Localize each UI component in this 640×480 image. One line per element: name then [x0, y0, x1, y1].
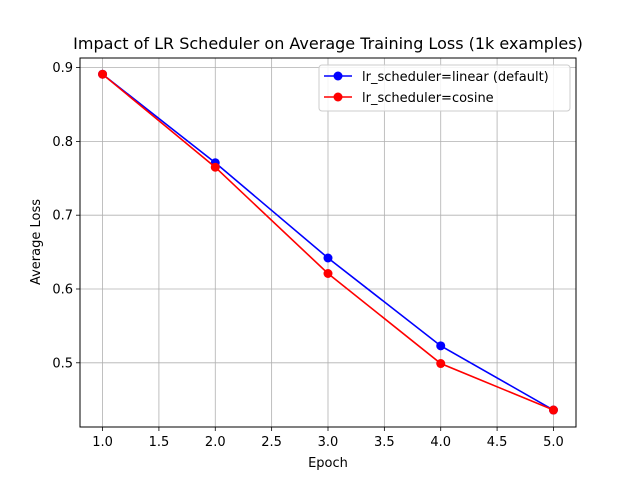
x-tick-label: 4.0: [430, 435, 451, 450]
y-tick-label: 0.9: [52, 61, 73, 76]
y-tick-label: 0.7: [52, 209, 73, 224]
series-layer: [98, 69, 558, 415]
y-tick-label: 0.6: [52, 282, 73, 297]
data-point-cosine: [548, 405, 558, 415]
x-tick-label: 5.0: [543, 435, 564, 450]
data-point-cosine: [436, 359, 446, 369]
y-axis-label: Average Loss: [29, 199, 44, 285]
data-point-linear: [323, 253, 333, 263]
data-point-cosine: [98, 69, 108, 79]
y-tick-label: 0.8: [52, 135, 73, 150]
legend-label-linear: lr_scheduler=linear (default): [362, 70, 549, 85]
data-point-cosine: [323, 268, 333, 278]
data-point-linear: [436, 341, 446, 351]
x-tick-label: 2.5: [261, 435, 282, 450]
axis-ticks: 1.0 1.5 2.0 2.5 3.0 3.5 4.0 4.5 5.0 0.5 0.6 0.7 0.8 0…: [52, 61, 563, 450]
data-point-cosine: [210, 162, 220, 172]
x-axis-label: Epoch: [308, 456, 348, 471]
legend-marker-linear: [333, 71, 343, 81]
legend: lr_scheduler=linear (default) lr_schedul…: [318, 64, 571, 112]
legend-label-cosine: lr_scheduler=cosine: [362, 91, 494, 106]
legend-box: [318, 64, 571, 112]
y-tick-label: 0.5: [52, 356, 73, 371]
legend-marker-cosine: [333, 92, 343, 102]
x-tick-label: 1.5: [149, 435, 170, 450]
x-tick-label: 3.0: [318, 435, 339, 450]
x-tick-label: 2.0: [205, 435, 226, 450]
chart-title: Impact of LR Scheduler on Average Traini…: [73, 34, 583, 53]
x-tick-label: 4.5: [487, 435, 508, 450]
x-tick-label: 1.0: [92, 435, 113, 450]
x-tick-label: 3.5: [374, 435, 395, 450]
